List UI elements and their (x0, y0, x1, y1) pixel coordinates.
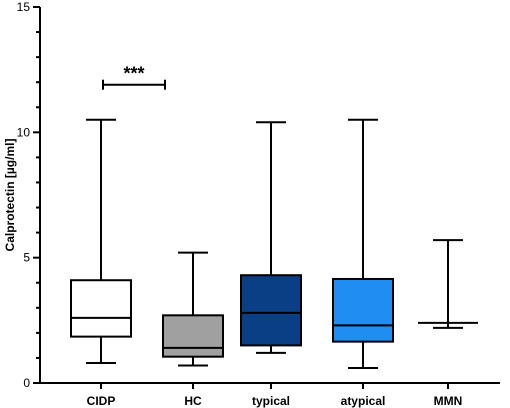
x-tick-label: CIDP (87, 394, 116, 408)
y-tick-label: 0 (23, 376, 30, 390)
x-axis: CIDP HC typical atypical MMN (39, 382, 500, 408)
box-CIDP (70, 118, 132, 364)
box-iqr (332, 277, 394, 343)
significance-annotations: *** (102, 64, 166, 90)
y-tick-label: 15 (17, 0, 31, 14)
y-axis-title: Calprotectin [µg/ml] (3, 139, 17, 252)
significance-label: *** (123, 64, 144, 84)
x-tick-label: atypical (341, 394, 386, 408)
y-ticks: 0 5 10 15 (17, 0, 40, 390)
x-tick-label: typical (252, 394, 290, 408)
x-tick-label: MMN (434, 394, 463, 408)
box-MMN (418, 239, 478, 329)
x-ticks: CIDP HC typical atypical MMN (87, 383, 463, 408)
box-HC (162, 251, 224, 367)
y-axis: 0 5 10 15 Calprotectin [µg/ml] (3, 0, 41, 390)
x-tick-label: HC (184, 394, 202, 408)
box-iqr (70, 279, 132, 338)
box-iqr (240, 274, 302, 347)
y-tick-label: 5 (23, 251, 30, 265)
significance-bracket: *** (102, 64, 166, 90)
box-typical (240, 121, 302, 354)
box-atypical (332, 118, 394, 369)
box-series (70, 118, 478, 369)
y-tick-label: 10 (17, 125, 31, 139)
box-iqr (162, 314, 224, 358)
